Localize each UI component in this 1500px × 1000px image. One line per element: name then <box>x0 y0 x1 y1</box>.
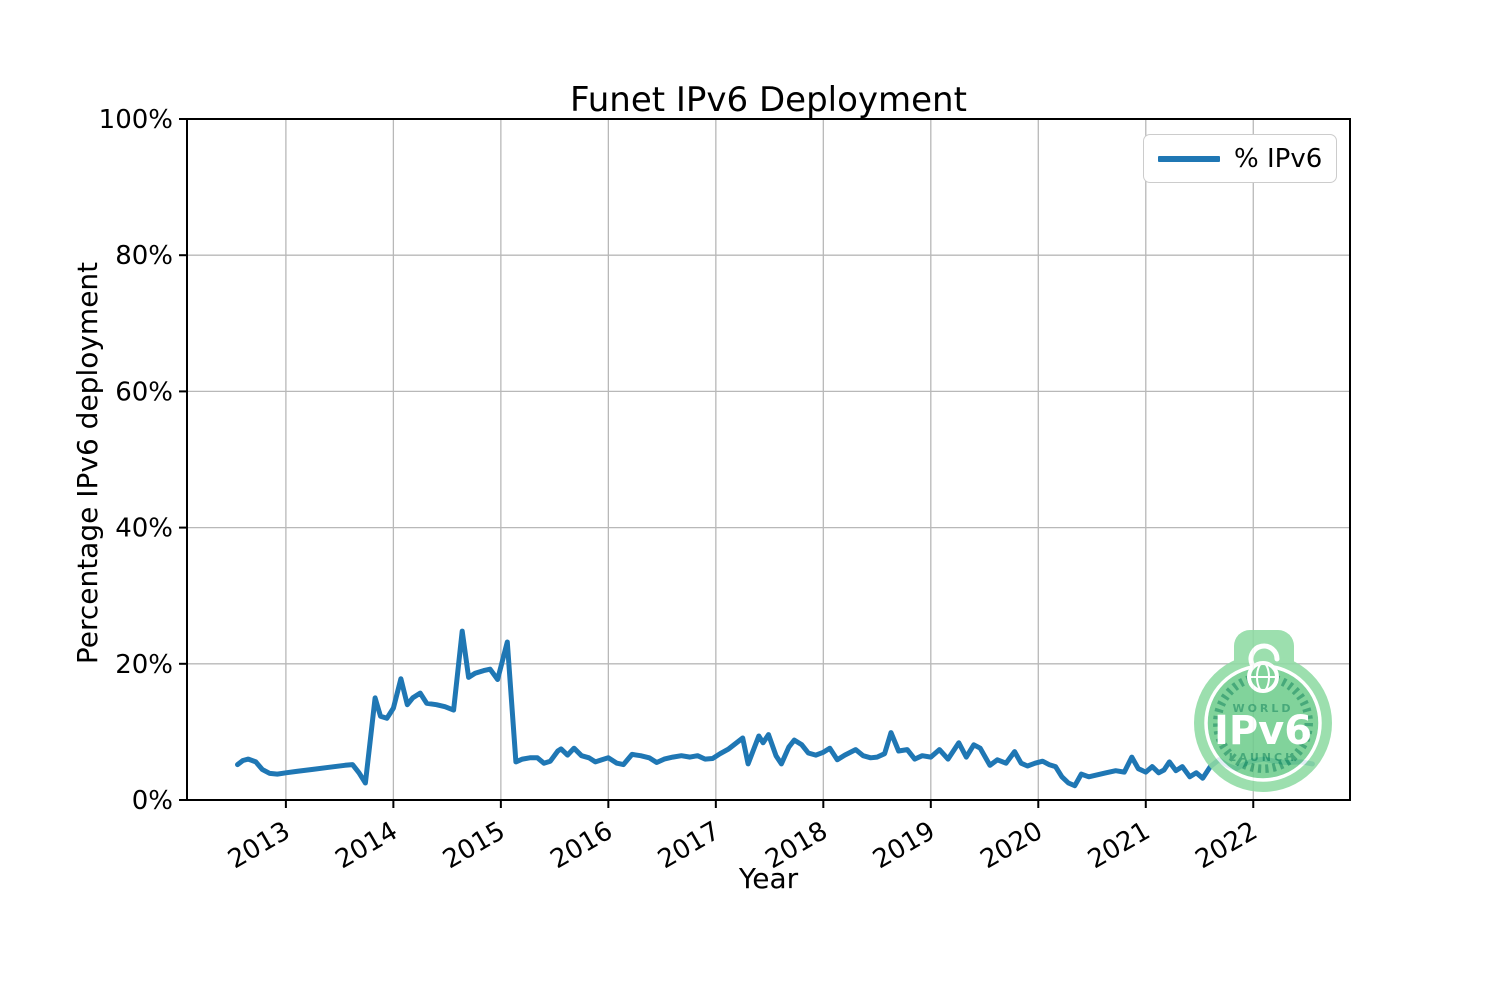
badge-word-main: IPv6 <box>1214 708 1312 754</box>
tick-marks-and-labels: 0%20%40%60%80%100%2013 2014 2015 2016 2017 20… <box>99 105 1263 875</box>
y-tick-label: 100% <box>99 105 173 135</box>
y-tick-label: 20% <box>115 650 173 680</box>
data-line-layer <box>235 628 1315 789</box>
y-tick-label: 60% <box>115 377 173 407</box>
world-ipv6-launch-badge: WORLD IPv6 LAUNCH <box>1194 630 1332 792</box>
badge-word-bottom: LAUNCH <box>1229 751 1298 764</box>
legend-box: % IPv6 <box>1143 134 1337 183</box>
series-line <box>235 628 1315 789</box>
chart-title: Funet IPv6 Deployment <box>570 80 967 120</box>
y-tick-label: 40% <box>115 514 173 544</box>
y-tick-label: 80% <box>115 241 173 271</box>
y-axis-label: Percentage IPv6 deployment <box>71 261 104 665</box>
plot-frame <box>186 118 1351 801</box>
grid-lines <box>187 118 1350 801</box>
padlock-shackle-icon <box>1248 643 1280 667</box>
x-axis-label: Year <box>738 862 799 895</box>
legend-line-swatch <box>1158 155 1220 162</box>
axes-frame <box>186 118 1351 801</box>
legend-label: % IPv6 <box>1234 143 1323 174</box>
y-tick-label: 0% <box>132 786 173 816</box>
badge-word-top: WORLD <box>1232 702 1293 715</box>
